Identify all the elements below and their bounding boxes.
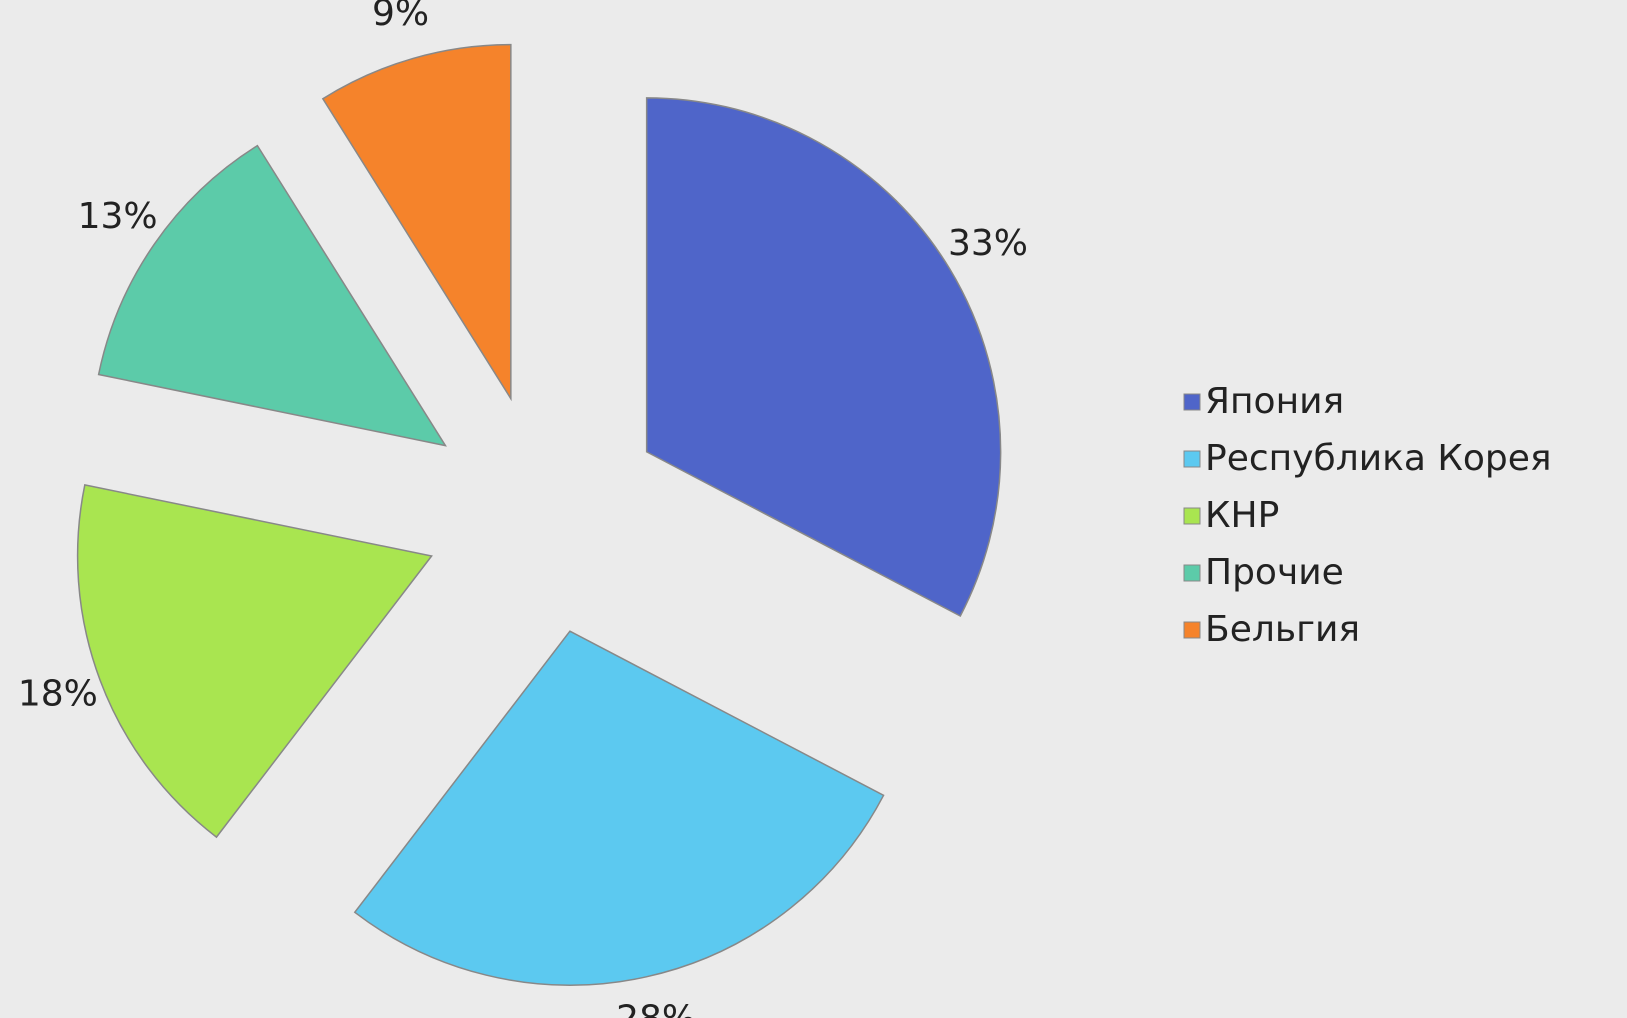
legend-label: Бельгия <box>1205 609 1360 650</box>
legend-label: Республика Корея <box>1205 438 1552 479</box>
legend-swatch <box>1183 507 1201 525</box>
legend-label: КНР <box>1205 495 1279 536</box>
legend-swatch <box>1183 450 1201 468</box>
pie-slice <box>645 97 1002 618</box>
legend-swatch <box>1183 564 1201 582</box>
data-label: 9% <box>372 0 429 34</box>
legend-label: Япония <box>1205 381 1344 422</box>
data-label: 28% <box>616 999 696 1018</box>
legend-swatch <box>1183 393 1201 411</box>
data-label: 13% <box>78 196 158 237</box>
pie-slice <box>321 43 512 402</box>
data-label: 33% <box>948 223 1028 264</box>
data-label: 18% <box>18 674 98 715</box>
legend-label: Прочие <box>1205 552 1344 593</box>
pie-slice <box>76 484 433 839</box>
legend-swatch <box>1183 621 1201 639</box>
pie-slice <box>97 144 447 447</box>
pie-slice <box>353 630 885 986</box>
